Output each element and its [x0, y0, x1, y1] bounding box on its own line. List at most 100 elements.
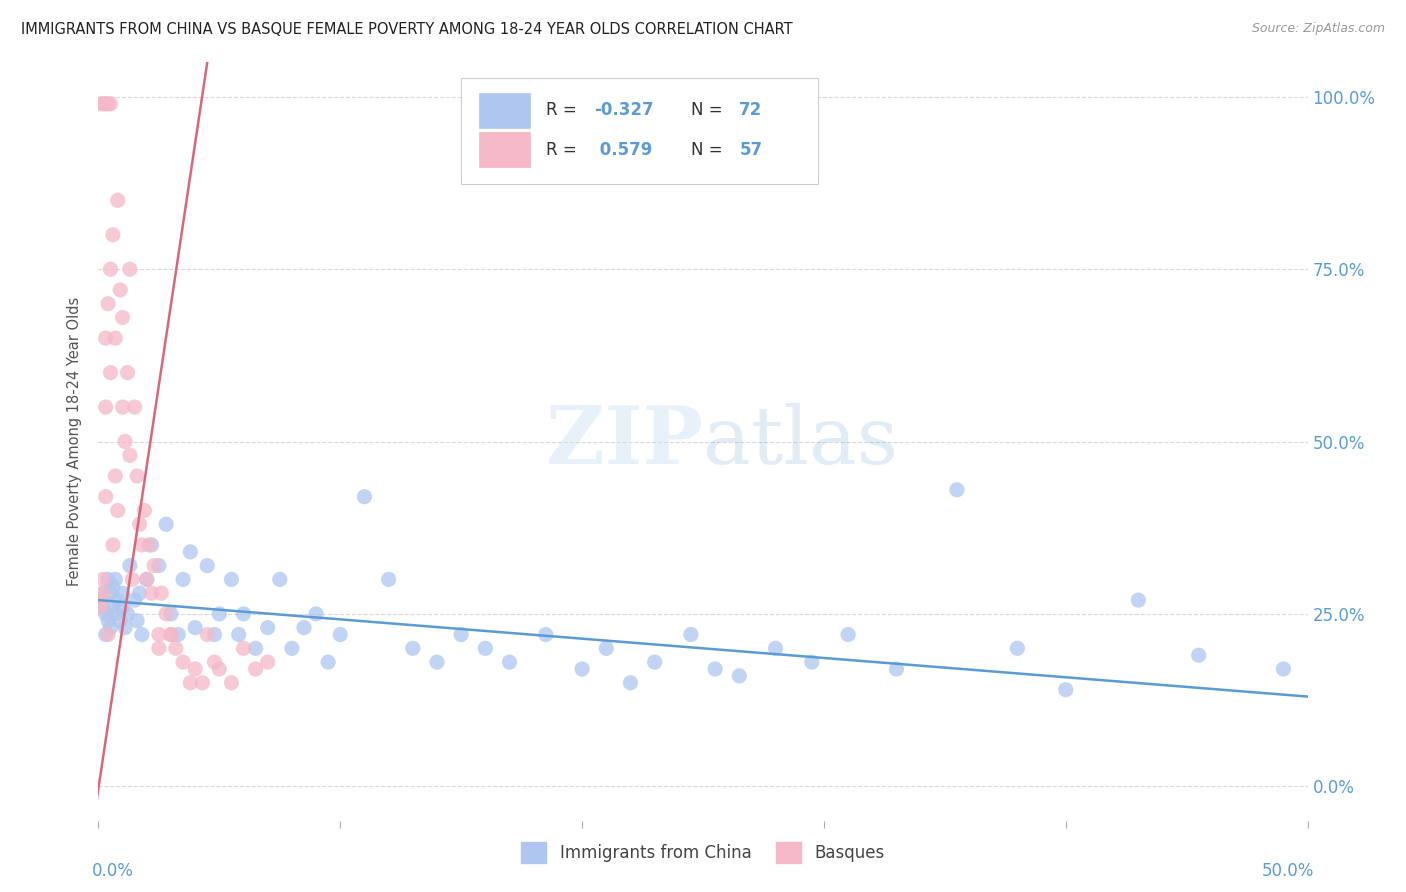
Point — [292, 621, 315, 635]
Point — [128, 517, 150, 532]
Point — [90, 593, 112, 607]
Point — [97, 296, 120, 310]
Point — [124, 400, 146, 414]
Point — [184, 621, 207, 635]
Point — [127, 614, 149, 628]
Point — [195, 558, 218, 573]
Point — [179, 675, 201, 690]
Point — [595, 641, 617, 656]
Point — [195, 627, 218, 641]
Text: ZIP: ZIP — [546, 402, 703, 481]
Text: R =: R = — [546, 141, 582, 159]
Point — [245, 641, 267, 656]
Point — [114, 621, 136, 635]
Point — [101, 227, 124, 242]
Point — [117, 607, 139, 621]
Point — [377, 573, 399, 587]
Point — [148, 558, 170, 573]
Point — [498, 655, 520, 669]
Point — [100, 366, 122, 380]
Point — [353, 490, 375, 504]
Point — [179, 545, 201, 559]
Point — [148, 627, 170, 641]
Point — [245, 662, 267, 676]
Point — [141, 538, 163, 552]
Point — [97, 573, 120, 587]
Point — [135, 573, 157, 587]
Text: 72: 72 — [740, 101, 762, 120]
Point — [269, 573, 291, 587]
Point — [135, 573, 157, 587]
Point — [94, 627, 117, 641]
Point — [108, 283, 131, 297]
Point — [91, 96, 114, 111]
Point — [131, 538, 153, 552]
Point — [141, 586, 163, 600]
Point — [94, 96, 117, 111]
Point — [90, 96, 112, 111]
Point — [644, 655, 666, 669]
Point — [946, 483, 969, 497]
Text: 57: 57 — [740, 141, 762, 159]
Text: Source: ZipAtlas.com: Source: ZipAtlas.com — [1251, 22, 1385, 36]
Point — [191, 675, 214, 690]
Point — [94, 331, 117, 345]
Text: 0.0%: 0.0% — [93, 863, 134, 880]
Point — [118, 558, 141, 573]
Point — [1007, 641, 1029, 656]
Point — [208, 607, 231, 621]
Text: N =: N = — [690, 141, 728, 159]
Point — [101, 579, 124, 593]
Point — [97, 614, 120, 628]
Point — [232, 641, 254, 656]
Point — [124, 593, 146, 607]
Point — [172, 573, 194, 587]
Point — [91, 586, 114, 600]
Point — [101, 599, 124, 614]
Point — [111, 310, 134, 325]
Point — [450, 627, 472, 641]
Point — [90, 593, 112, 607]
Point — [111, 586, 134, 600]
Point — [97, 627, 120, 641]
Point — [728, 669, 751, 683]
Point — [679, 627, 702, 641]
Point — [100, 586, 122, 600]
Point — [155, 517, 177, 532]
Point — [204, 655, 226, 669]
Point — [111, 599, 134, 614]
Point — [138, 538, 160, 552]
Point — [94, 490, 117, 504]
Point — [91, 586, 114, 600]
Point — [160, 627, 183, 641]
Point — [104, 469, 127, 483]
Point — [101, 538, 124, 552]
Point — [131, 627, 153, 641]
Point — [94, 400, 117, 414]
Point — [100, 262, 122, 277]
Point — [221, 573, 243, 587]
Point — [316, 655, 339, 669]
Point — [1188, 648, 1211, 663]
Point — [837, 627, 859, 641]
Point — [107, 503, 129, 517]
Point — [256, 621, 278, 635]
Text: -0.327: -0.327 — [595, 101, 654, 120]
Point — [100, 96, 122, 111]
Text: atlas: atlas — [703, 402, 898, 481]
FancyBboxPatch shape — [461, 78, 818, 184]
Point — [104, 573, 127, 587]
Y-axis label: Female Poverty Among 18-24 Year Olds: Female Poverty Among 18-24 Year Olds — [67, 297, 83, 586]
Point — [104, 331, 127, 345]
Text: R =: R = — [546, 101, 582, 120]
Point — [94, 607, 117, 621]
Point — [208, 662, 231, 676]
Point — [107, 593, 129, 607]
Point — [184, 662, 207, 676]
Point — [886, 662, 908, 676]
Point — [121, 573, 143, 587]
Point — [232, 607, 254, 621]
Point — [571, 662, 593, 676]
Point — [426, 655, 449, 669]
Point — [91, 599, 114, 614]
